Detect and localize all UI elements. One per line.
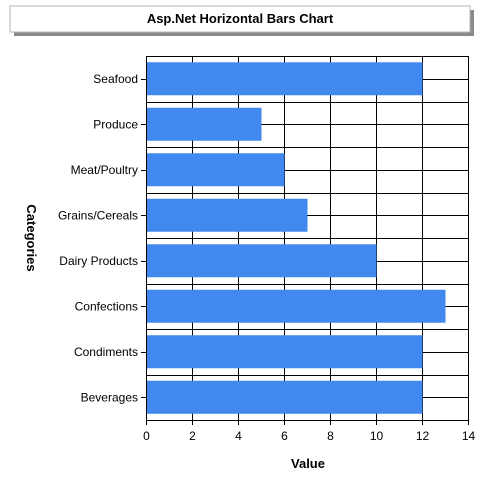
bar-grains-cereals	[146, 198, 308, 232]
bar-condiments	[146, 335, 423, 369]
value-tick-label: 14	[462, 429, 476, 443]
category-label: Produce	[93, 117, 138, 131]
y-axis-title: Categories	[24, 204, 39, 271]
bar-confections	[146, 289, 446, 323]
value-tick-label: 6	[281, 429, 288, 443]
title-box: Asp.Net Horizontal Bars Chart	[9, 5, 474, 36]
category-label: Meat/Poultry	[71, 163, 138, 177]
value-tick-label: 0	[143, 429, 150, 443]
category-label: Condiments	[74, 345, 138, 359]
chart-title: Asp.Net Horizontal Bars Chart	[147, 11, 334, 26]
x-axis-title: Value	[291, 456, 325, 471]
category-label: Dairy Products	[59, 254, 138, 268]
value-tick-label: 2	[189, 429, 196, 443]
bar-dairy-products	[146, 244, 377, 278]
value-tick-label: 12	[416, 429, 430, 443]
category-label: Confections	[75, 299, 138, 313]
value-tick-labels: 0 2 4 6 8 10 12 14	[143, 429, 475, 443]
category-tick-labels: Beverages Condiments Confections Dairy Prod…	[58, 72, 138, 405]
category-label: Seafood	[93, 72, 138, 86]
bar-seafood	[146, 62, 423, 96]
bar-beverages	[146, 380, 423, 414]
bar-produce	[146, 107, 262, 141]
category-label: Grains/Cereals	[58, 208, 138, 222]
category-label: Beverages	[81, 390, 138, 404]
bars	[146, 62, 446, 414]
value-tick-label: 8	[327, 429, 334, 443]
bar-meat-poultry	[146, 153, 285, 187]
title-box-frame	[9, 5, 471, 33]
value-tick-label: 10	[370, 429, 384, 443]
axes	[141, 56, 469, 425]
value-tick-label: 4	[235, 429, 242, 443]
